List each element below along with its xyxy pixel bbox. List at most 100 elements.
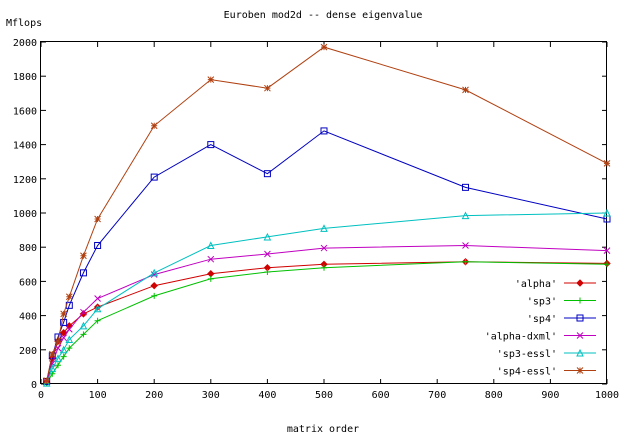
data-point bbox=[60, 318, 68, 326]
y-tick-label: 800 bbox=[19, 243, 37, 254]
y-tick-label: 1200 bbox=[13, 175, 37, 186]
data-point bbox=[54, 337, 62, 345]
data-point bbox=[150, 173, 158, 181]
data-point bbox=[54, 354, 62, 362]
data-point bbox=[577, 297, 583, 304]
x-tick-label: 0 bbox=[38, 390, 44, 401]
series-layer bbox=[42, 43, 611, 387]
y-tick-label: 400 bbox=[19, 312, 37, 323]
y-tick-label: 1600 bbox=[13, 106, 37, 117]
data-point bbox=[94, 215, 101, 223]
series-4 bbox=[42, 208, 611, 387]
data-point bbox=[576, 314, 584, 322]
data-point bbox=[576, 332, 584, 339]
data-point bbox=[264, 268, 271, 275]
data-point bbox=[604, 261, 610, 268]
legend: 'alpha' 'sp3' 'sp4' 'alpha-dxml' 'sp3-essl' '… bbox=[485, 279, 596, 378]
data-point bbox=[94, 241, 102, 249]
data-point bbox=[60, 353, 67, 360]
data-point bbox=[462, 258, 469, 265]
series-line bbox=[46, 212, 608, 384]
series-2 bbox=[43, 127, 611, 385]
data-point bbox=[320, 127, 328, 135]
data-point bbox=[79, 310, 88, 318]
legend-label: 'sp4-essl' bbox=[497, 367, 557, 378]
data-point bbox=[263, 170, 271, 178]
data-point bbox=[320, 224, 328, 232]
data-point bbox=[42, 379, 51, 387]
data-point bbox=[576, 279, 584, 287]
data-point bbox=[93, 304, 102, 313]
data-point bbox=[79, 269, 87, 277]
data-point bbox=[80, 331, 87, 338]
data-point bbox=[462, 183, 469, 191]
data-point bbox=[80, 308, 87, 316]
data-point bbox=[462, 242, 469, 249]
data-point bbox=[65, 325, 73, 333]
y-tick-label: 1000 bbox=[13, 209, 37, 220]
data-point bbox=[576, 367, 584, 374]
x-tick-label: 600 bbox=[372, 390, 390, 401]
data-point bbox=[207, 141, 215, 149]
data-point bbox=[150, 271, 158, 278]
data-point bbox=[263, 232, 272, 241]
data-point bbox=[150, 281, 158, 290]
y-axis-label: Mflops bbox=[6, 18, 42, 29]
data-point bbox=[264, 250, 271, 258]
data-point bbox=[603, 160, 611, 167]
data-point bbox=[207, 255, 215, 263]
data-point bbox=[603, 208, 611, 217]
data-point bbox=[151, 292, 158, 299]
data-point bbox=[43, 377, 51, 384]
data-point bbox=[264, 84, 271, 92]
data-point bbox=[60, 334, 67, 342]
data-point bbox=[207, 275, 214, 282]
data-point bbox=[48, 350, 56, 358]
x-tick-label: 300 bbox=[202, 390, 220, 401]
legend-label: 'alpha-dxml' bbox=[485, 332, 557, 343]
x-tick-label: 800 bbox=[485, 390, 503, 401]
data-point bbox=[320, 43, 328, 51]
data-point bbox=[320, 244, 328, 252]
legend-label: 'sp3-essl' bbox=[497, 349, 557, 360]
y-tick-label: 0 bbox=[31, 380, 37, 391]
series-3 bbox=[43, 242, 611, 386]
data-point bbox=[60, 310, 67, 318]
data-point bbox=[80, 252, 87, 260]
data-point bbox=[603, 247, 611, 254]
data-point bbox=[65, 335, 74, 344]
x-tick-label: 700 bbox=[428, 390, 446, 401]
data-point bbox=[207, 269, 215, 278]
data-point bbox=[150, 268, 159, 277]
legend-label: 'sp3' bbox=[527, 297, 557, 308]
x-tick-label: 1000 bbox=[595, 390, 619, 401]
y-tick-label: 1800 bbox=[13, 72, 37, 83]
data-point bbox=[94, 317, 101, 324]
x-axis-label: matrix order bbox=[287, 424, 359, 435]
data-point bbox=[59, 345, 68, 354]
chart-title: Euroben mod2d -- dense eigenvalue bbox=[224, 10, 423, 21]
data-point bbox=[65, 293, 73, 301]
data-point bbox=[321, 264, 327, 271]
series-line bbox=[46, 244, 608, 383]
x-tick-label: 100 bbox=[89, 390, 107, 401]
legend-label: 'sp4' bbox=[527, 314, 557, 325]
data-point bbox=[79, 321, 88, 330]
data-point bbox=[206, 241, 215, 249]
data-point bbox=[207, 76, 215, 83]
data-point bbox=[576, 348, 584, 357]
x-tick-label: 500 bbox=[315, 390, 333, 401]
y-tick-label: 600 bbox=[19, 277, 37, 288]
data-point bbox=[462, 86, 469, 94]
series-5 bbox=[43, 43, 611, 384]
data-point bbox=[94, 295, 101, 302]
data-point bbox=[150, 122, 158, 130]
data-point bbox=[48, 364, 57, 373]
data-point bbox=[59, 328, 68, 337]
data-point bbox=[461, 211, 470, 220]
x-tick-label: 400 bbox=[258, 390, 276, 401]
data-point bbox=[54, 362, 61, 369]
x-tick-label: 900 bbox=[541, 390, 559, 401]
legend-label: 'alpha' bbox=[515, 279, 557, 290]
